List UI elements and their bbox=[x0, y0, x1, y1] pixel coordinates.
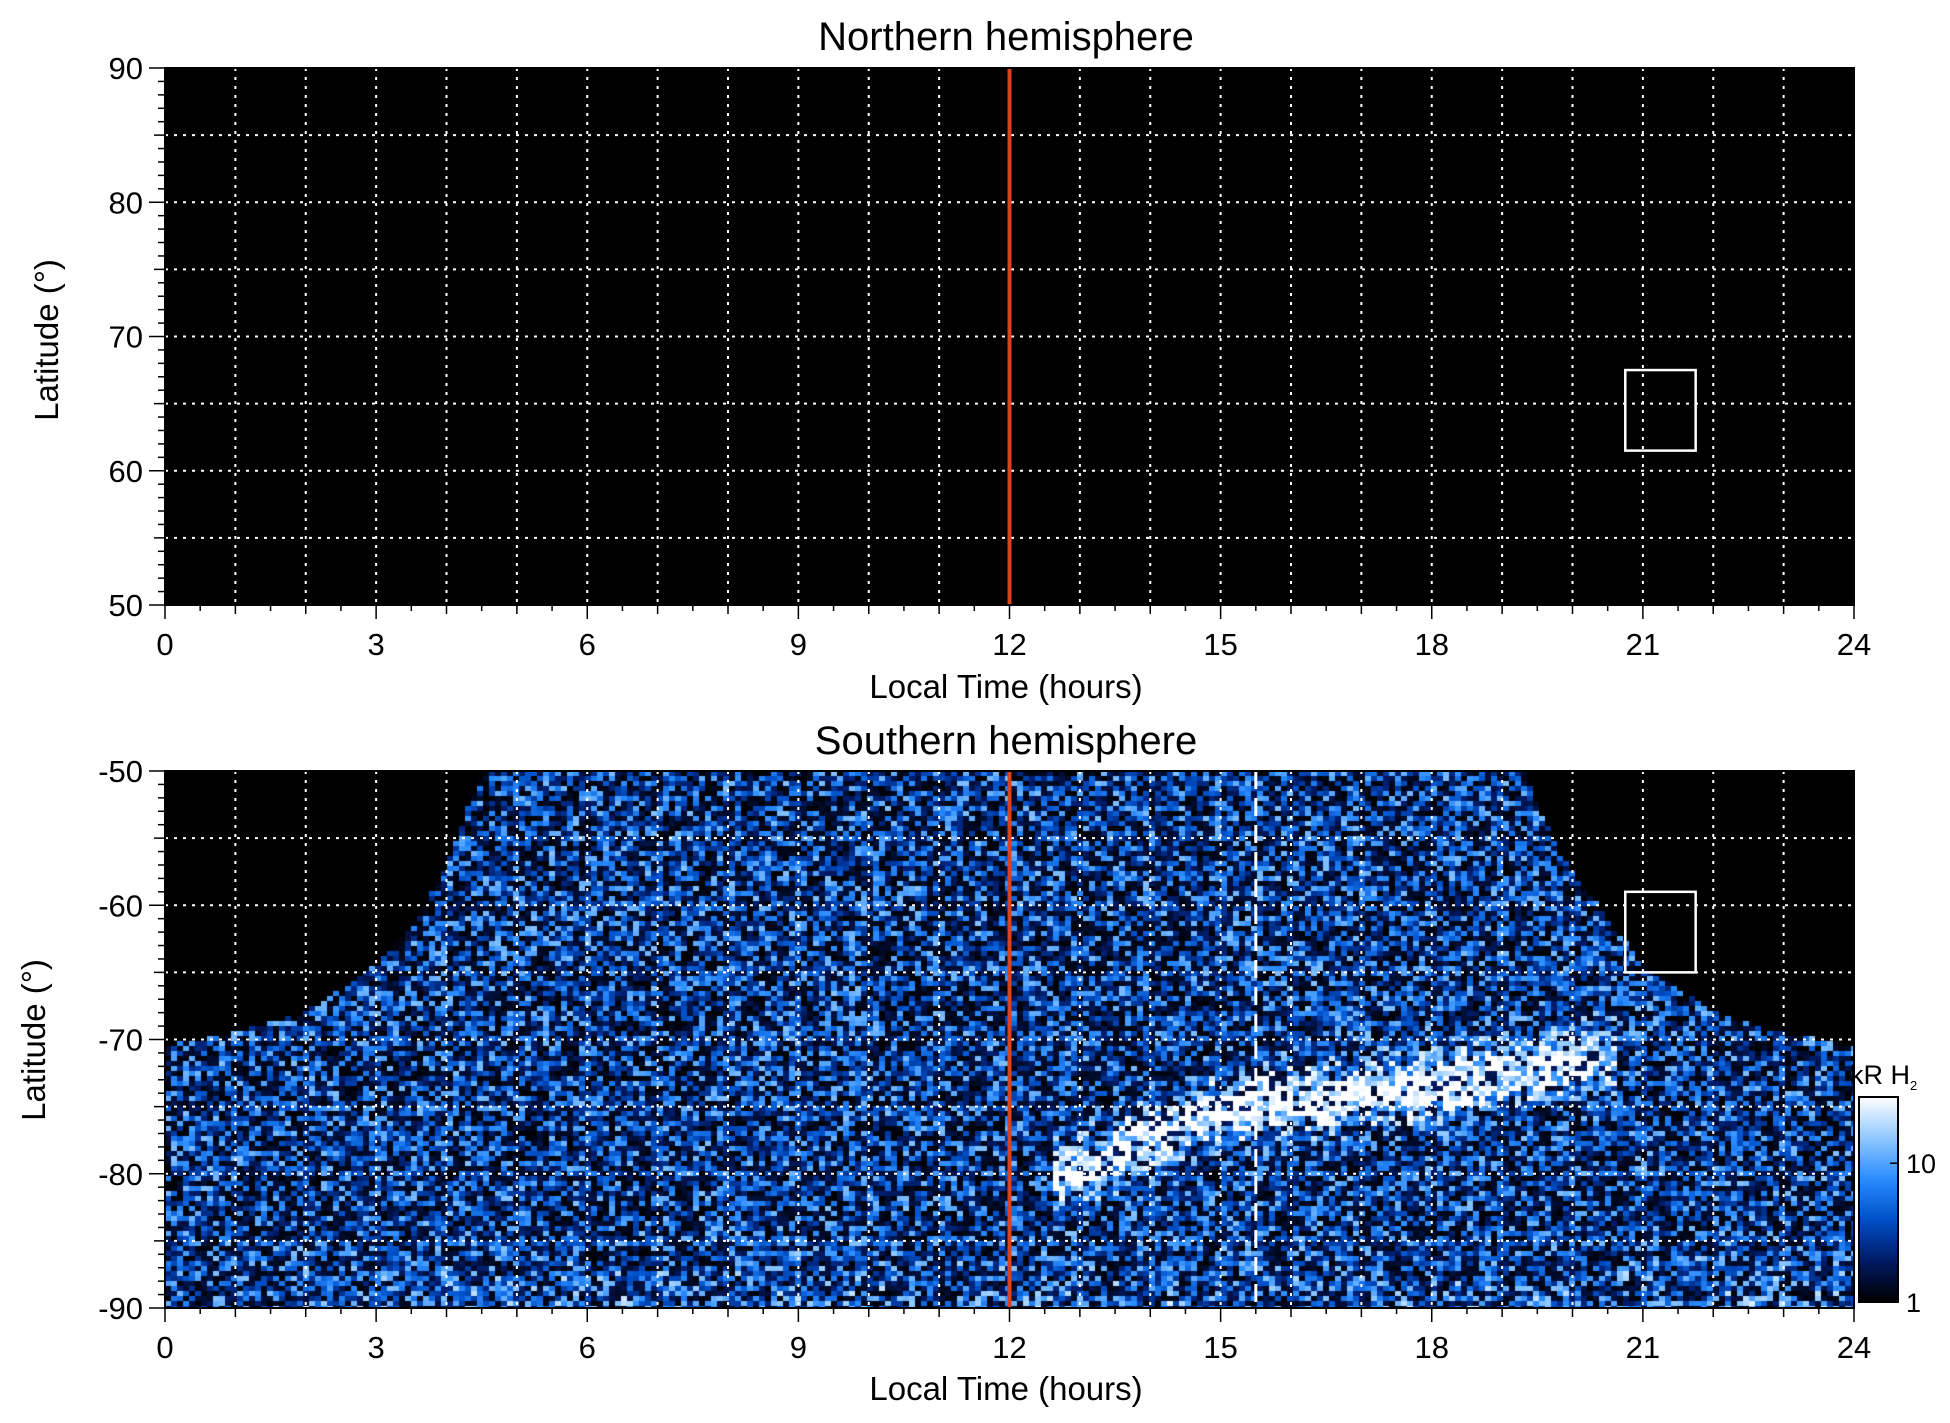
y-tick-label: -80 bbox=[98, 1157, 143, 1192]
north-y-axis-label: Latitude (°) bbox=[28, 259, 65, 421]
y-tick-label: -60 bbox=[98, 888, 143, 923]
colorbar-frame bbox=[1858, 1096, 1899, 1303]
region-box bbox=[1624, 368, 1697, 452]
y-tick-label: -90 bbox=[98, 1291, 143, 1326]
y-tick-label: -70 bbox=[98, 1023, 143, 1058]
x-tick-label: 21 bbox=[1626, 1330, 1660, 1365]
x-tick-label: 12 bbox=[992, 1330, 1026, 1365]
colorbar-tick-label: 10 bbox=[1906, 1149, 1936, 1179]
x-tick-label: 12 bbox=[992, 627, 1026, 662]
north-axes: 0 3 6 9 12 15 18 21 24 50 60 70 80 90 bbox=[109, 51, 1872, 662]
south-axes: 0 3 6 9 12 15 18 21 24 -90 -80 -70 -60 -50 bbox=[98, 754, 1871, 1365]
x-tick-label: 21 bbox=[1626, 627, 1660, 662]
south-y-axis-label: Latitude (°) bbox=[15, 959, 52, 1121]
x-tick-label: 9 bbox=[790, 627, 807, 662]
south-chart-title: Southern hemisphere bbox=[815, 719, 1197, 763]
x-tick-label: 15 bbox=[1203, 627, 1237, 662]
y-tick-label: -50 bbox=[98, 754, 143, 789]
y-tick-label: 90 bbox=[109, 51, 143, 86]
x-tick-label: 24 bbox=[1837, 627, 1871, 662]
colorbar-gradient bbox=[1859, 1097, 1898, 1302]
y-tick-label: 70 bbox=[109, 320, 143, 355]
x-tick-label: 0 bbox=[156, 627, 173, 662]
x-tick-label: 18 bbox=[1415, 1330, 1449, 1365]
colorbar-unit-label: kR H2 bbox=[1850, 1060, 1917, 1093]
y-tick-label: 50 bbox=[109, 588, 143, 623]
x-tick-label: 18 bbox=[1415, 627, 1449, 662]
x-tick-label: 9 bbox=[790, 1330, 807, 1365]
north-x-axis-label: Local Time (hours) bbox=[869, 668, 1142, 705]
north-chart-title: Northern hemisphere bbox=[818, 15, 1194, 59]
x-tick-label: 0 bbox=[156, 1330, 173, 1365]
y-tick-label: 60 bbox=[109, 454, 143, 489]
x-tick-label: 24 bbox=[1837, 1330, 1871, 1365]
y-tick-label: 80 bbox=[109, 185, 143, 220]
region-box bbox=[1624, 890, 1697, 974]
colorbar-tick-label: 1 bbox=[1906, 1288, 1921, 1318]
x-tick-label: 6 bbox=[579, 1330, 596, 1365]
x-tick-label: 15 bbox=[1203, 1330, 1237, 1365]
colorbar-ticks: 1 10 bbox=[1890, 1149, 1936, 1318]
x-tick-label: 3 bbox=[368, 1330, 385, 1365]
south-x-axis-label: Local Time (hours) bbox=[869, 1370, 1142, 1407]
x-tick-label: 6 bbox=[579, 627, 596, 662]
x-tick-label: 3 bbox=[368, 627, 385, 662]
